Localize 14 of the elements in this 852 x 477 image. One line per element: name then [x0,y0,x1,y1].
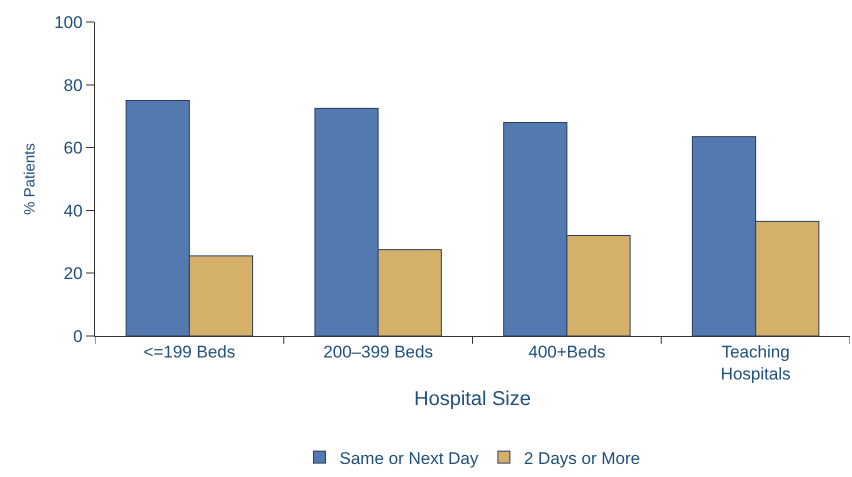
x-tick-label: Teaching Hospitals [720,342,791,384]
legend-label: 2 Days or More [524,448,640,468]
y-tick-label: 0 [73,326,83,346]
legend-label: Same or Next Day [340,448,479,468]
y-tick-label: 20 [64,264,83,284]
y-tick-label: 100 [54,12,83,32]
x-tick-label: <=199 Beds [144,342,236,362]
y-tick-label: 40 [64,201,83,220]
x-tick-label: 200–399 Beds [323,342,433,362]
x-axis-title: Hospital Size [414,388,531,410]
y-tick-label: 60 [64,138,83,158]
y-tick-label: 80 [64,76,83,95]
y-axis-title: % Patients [21,143,38,215]
x-tick-label: 400+Beds [528,342,606,362]
